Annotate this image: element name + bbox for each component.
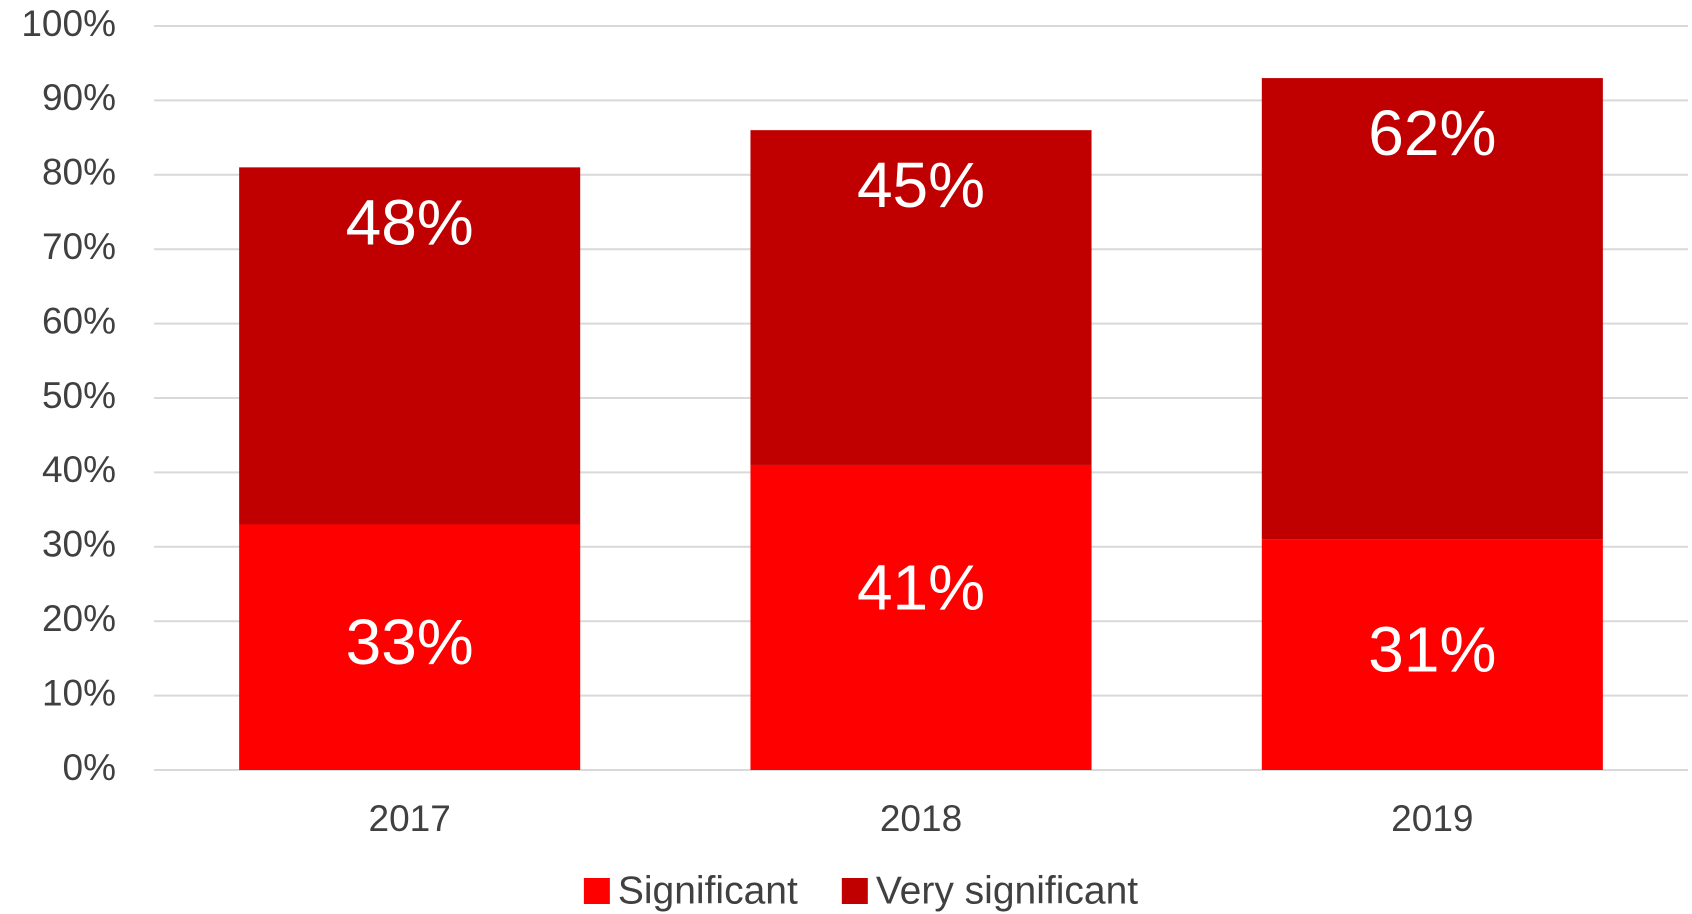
legend-swatch: [841, 878, 868, 904]
bar-segment: [239, 524, 581, 770]
x-tick-label: 2018: [880, 798, 962, 839]
x-tick-label: 2017: [369, 798, 451, 839]
x-tick-label: 2019: [1391, 798, 1473, 839]
y-tick-label: 100%: [21, 3, 116, 44]
y-tick-label: 10%: [42, 672, 116, 713]
y-tick-label: 70%: [42, 226, 116, 267]
bar-segment: [1261, 78, 1603, 540]
legend-label: Very significant: [876, 869, 1138, 912]
data-label: 62%: [1368, 97, 1496, 169]
data-label: 41%: [857, 551, 985, 623]
y-tick-label: 60%: [42, 300, 116, 341]
legend-label: Significant: [618, 869, 798, 912]
y-tick-label: 80%: [42, 152, 116, 193]
bar-segment: [750, 130, 1092, 465]
legend-swatch: [583, 878, 610, 904]
data-label: 33%: [346, 606, 474, 678]
bar-segment: [1261, 539, 1603, 770]
data-label: 48%: [346, 186, 474, 258]
bar-segment: [239, 167, 581, 525]
y-tick-label: 50%: [42, 375, 116, 416]
y-tick-label: 40%: [42, 449, 116, 490]
y-tick-label: 90%: [42, 77, 116, 118]
bar-segment: [750, 464, 1092, 770]
y-tick-label: 30%: [42, 524, 116, 565]
y-tick-label: 20%: [42, 598, 116, 639]
data-label: 45%: [857, 149, 985, 221]
data-label: 31%: [1368, 614, 1496, 686]
y-tick-label: 0%: [63, 747, 116, 788]
